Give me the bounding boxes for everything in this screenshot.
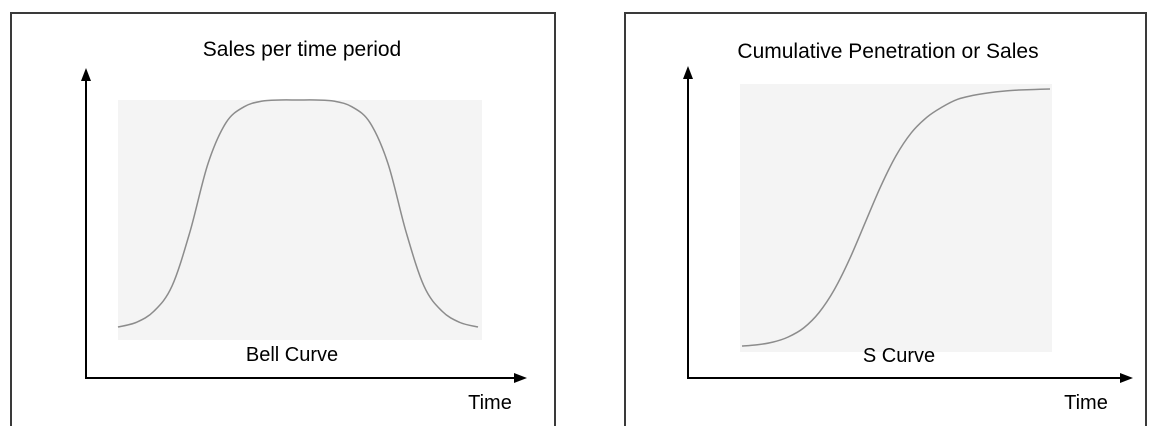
curve-label: S Curve [863,345,935,367]
y-axis-arrow-icon [81,68,91,81]
s-curve-line [741,88,1051,347]
x-axis-arrow-icon [1120,373,1133,383]
x-axis-label: Time [1064,392,1108,414]
plot-area [740,84,1052,352]
chart-title: Sales per time period [203,38,401,61]
x-axis-label: Time [468,392,512,414]
bell-curve-line [117,99,479,328]
s-curve-chart: Cumulative Penetration or Sales S Curve … [683,40,1133,414]
plot-area [118,100,482,340]
bell-curve-chart: Sales per time period Bell Curve Time [81,38,527,414]
s-curve-panel: Cumulative Penetration or Sales S Curve … [624,12,1147,426]
curve-label: Bell Curve [246,344,338,366]
x-axis-arrow-icon [514,373,527,383]
y-axis-arrow-icon [683,66,693,79]
chart-title: Cumulative Penetration or Sales [737,40,1038,63]
bell-curve-panel: Sales per time period Bell Curve Time [10,12,556,426]
